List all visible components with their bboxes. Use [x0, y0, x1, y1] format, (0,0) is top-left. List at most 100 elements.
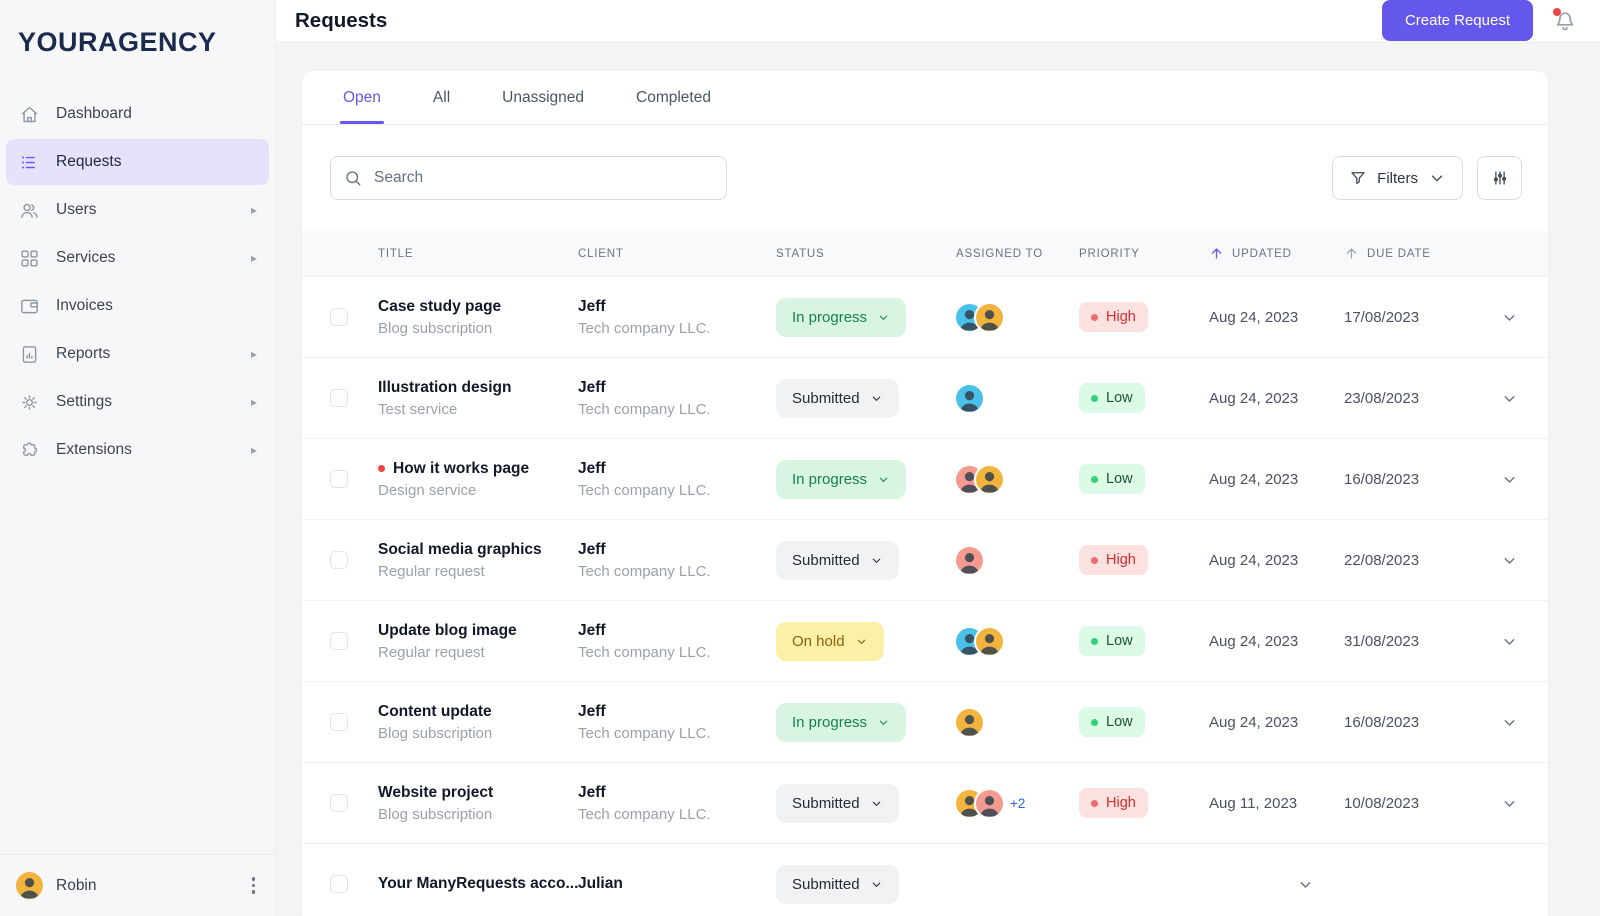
row-checkbox[interactable]	[330, 794, 348, 812]
notifications-bell-icon[interactable]	[1552, 7, 1578, 34]
table-header: Title Client Status Assigned to Priority…	[302, 231, 1548, 276]
expand-row-chevron-icon[interactable]	[1501, 390, 1518, 407]
tab-open[interactable]: Open	[340, 71, 384, 124]
search-input[interactable]	[330, 156, 727, 200]
content-area: Open All Unassigned Completed Filters	[276, 41, 1600, 916]
column-due-date[interactable]: Due date	[1344, 246, 1494, 261]
request-title: Illustration design	[378, 378, 512, 396]
table-row: Website project Blog subscription Jeff T…	[302, 762, 1548, 843]
priority-label: High	[1106, 309, 1136, 325]
status-dropdown[interactable]: Submitted	[776, 540, 899, 580]
expand-row-chevron-icon[interactable]	[1501, 309, 1518, 326]
column-status[interactable]: Status	[776, 247, 825, 260]
row-checkbox[interactable]	[330, 470, 348, 488]
tab-completed[interactable]: Completed	[636, 88, 711, 106]
status-dropdown[interactable]: In progress	[776, 702, 907, 742]
updated-date: Aug 24, 2023	[1209, 308, 1299, 326]
avatar	[956, 384, 983, 412]
sidebar-item-users[interactable]: Users ▸	[6, 187, 269, 233]
row-checkbox[interactable]	[330, 875, 348, 893]
table-row: Your ManyRequests acco... Julian Submitt…	[302, 843, 1548, 916]
extra-assignees-count: +2	[1010, 795, 1026, 811]
priority-label: Low	[1106, 471, 1133, 487]
status-label: Submitted	[792, 389, 860, 407]
expand-row-chevron-icon[interactable]	[1501, 633, 1518, 650]
client-name: Jeff	[578, 621, 606, 639]
column-updated[interactable]: Updated	[1209, 246, 1344, 261]
status-label: Submitted	[792, 551, 860, 569]
report-icon	[18, 343, 40, 365]
sidebar-item-settings[interactable]: Settings ▸	[6, 379, 269, 425]
avatar	[16, 872, 43, 899]
request-title: Website project	[378, 783, 494, 801]
row-checkbox[interactable]	[330, 308, 348, 326]
user-menu-kebab-icon[interactable]	[248, 873, 260, 898]
column-client[interactable]: Client	[578, 247, 624, 260]
top-bar: Requests Create Request	[276, 0, 1600, 41]
status-dropdown[interactable]: Submitted	[776, 864, 899, 904]
expand-row-chevron-icon[interactable]	[1501, 795, 1518, 812]
page-title: Requests	[295, 8, 388, 32]
column-assigned-to[interactable]: Assigned to	[956, 247, 1044, 260]
updated-date: Aug 24, 2023	[1209, 551, 1299, 569]
users-icon	[18, 199, 40, 221]
status-label: Submitted	[792, 794, 860, 812]
expand-row-chevron-icon[interactable]	[1501, 714, 1518, 731]
column-settings-button[interactable]	[1477, 156, 1522, 200]
puzzle-icon	[18, 439, 40, 461]
priority-label: High	[1106, 795, 1136, 811]
request-title: Your ManyRequests acco...	[378, 875, 579, 892]
sidebar-nav: Dashboard Requests Users ▸ Services ▸	[0, 91, 275, 854]
priority-badge: Low	[1079, 383, 1145, 413]
updated-date: Aug 24, 2023	[1209, 389, 1299, 407]
tab-unassigned[interactable]: Unassigned	[502, 88, 585, 106]
filters-label: Filters	[1377, 169, 1418, 187]
priority-badge: Low	[1079, 626, 1145, 656]
status-dropdown[interactable]: Submitted	[776, 783, 899, 823]
chevron-right-icon: ▸	[250, 395, 257, 409]
due-date: 23/08/2023	[1344, 389, 1420, 407]
row-checkbox[interactable]	[330, 389, 348, 407]
expand-row-chevron-icon[interactable]	[1297, 876, 1314, 893]
table-row: Social media graphics Regular request Je…	[302, 519, 1548, 600]
chevron-right-icon: ▸	[250, 443, 257, 457]
sidebar-item-label: Requests	[56, 153, 122, 170]
gear-icon	[18, 391, 40, 413]
client-name: Jeff	[578, 783, 606, 801]
chevron-right-icon: ▸	[250, 203, 257, 217]
sidebar-item-requests[interactable]: Requests	[6, 139, 269, 185]
table-toolbar: Filters	[302, 125, 1548, 231]
status-dropdown[interactable]: In progress	[776, 459, 907, 499]
request-title: Content update	[378, 702, 492, 720]
sidebar-item-extensions[interactable]: Extensions ▸	[6, 427, 269, 473]
row-checkbox[interactable]	[330, 632, 348, 650]
expand-row-chevron-icon[interactable]	[1501, 552, 1518, 569]
expand-row-chevron-icon[interactable]	[1501, 471, 1518, 488]
request-title: Social media graphics	[378, 540, 542, 558]
home-icon	[18, 103, 40, 125]
row-checkbox[interactable]	[330, 551, 348, 569]
priority-dot	[1091, 637, 1098, 645]
sidebar-item-dashboard[interactable]: Dashboard	[6, 91, 269, 137]
row-checkbox[interactable]	[330, 713, 348, 731]
column-title[interactable]: Title	[378, 247, 414, 260]
updated-date: Aug 24, 2023	[1209, 632, 1299, 650]
filters-button[interactable]: Filters	[1332, 156, 1463, 200]
status-dropdown[interactable]: Submitted	[776, 378, 899, 418]
priority-badge: High	[1079, 545, 1148, 575]
chevron-right-icon: ▸	[250, 347, 257, 361]
due-date: 16/08/2023	[1344, 470, 1420, 488]
create-request-button[interactable]: Create Request	[1381, 0, 1533, 41]
chevron-down-icon	[879, 315, 888, 320]
request-title: Update blog image	[378, 621, 517, 639]
client-company: Tech company LLC.	[578, 400, 711, 418]
sidebar-item-reports[interactable]: Reports ▸	[6, 331, 269, 377]
sidebar-item-invoices[interactable]: Invoices	[6, 283, 269, 329]
sidebar-item-services[interactable]: Services ▸	[6, 235, 269, 281]
status-dropdown[interactable]: In progress	[776, 297, 907, 337]
status-label: In progress	[792, 713, 868, 731]
avatar-group	[956, 627, 1003, 655]
tab-all[interactable]: All	[432, 88, 451, 106]
status-dropdown[interactable]: On hold	[776, 621, 884, 661]
column-priority[interactable]: Priority	[1079, 247, 1140, 260]
